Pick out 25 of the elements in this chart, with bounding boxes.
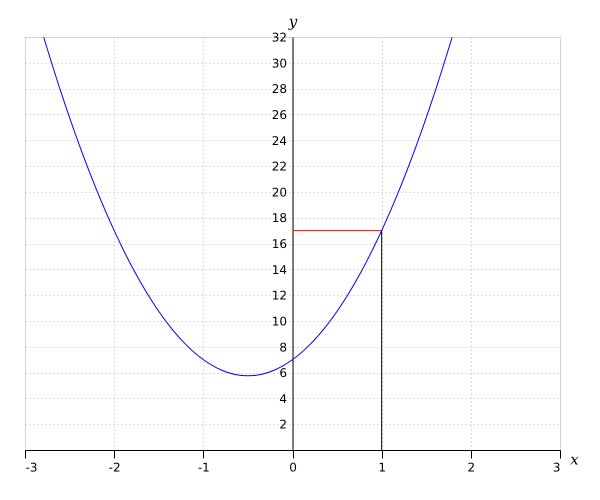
y-tick-label: 24 (272, 134, 287, 148)
y-tick-label: 2 (279, 418, 287, 432)
y-tick-label: 26 (272, 108, 287, 122)
x-tick-label: 0 (289, 460, 297, 474)
x-axis-title: x (570, 450, 580, 468)
y-tick-label: 20 (272, 185, 287, 200)
x-tick-label: 1 (378, 460, 386, 474)
x-tick-label: -2 (108, 460, 121, 474)
y-tick-label: 8 (279, 340, 287, 354)
y-tick-label: 4 (279, 392, 287, 406)
x-tick-label: -1 (198, 460, 210, 474)
y-tick-label: 22 (272, 160, 287, 174)
y-tick-label: 6 (279, 366, 287, 380)
y-tick-label: 10 (272, 314, 287, 328)
y-tick-label: 14 (272, 262, 287, 277)
y-tick-label: 16 (272, 237, 287, 251)
y-tick-label: 18 (272, 211, 287, 226)
y-tick-label: 28 (272, 82, 287, 96)
x-tick-label: 2 (468, 460, 476, 474)
y-tick-label: 12 (272, 288, 287, 303)
y-tick-label: 32 (272, 30, 287, 44)
x-tick-label: -3 (26, 460, 38, 474)
y-axis-title: y (288, 12, 298, 30)
y-tick-label: 30 (272, 56, 287, 70)
x-tick-label: 3 (552, 460, 560, 474)
